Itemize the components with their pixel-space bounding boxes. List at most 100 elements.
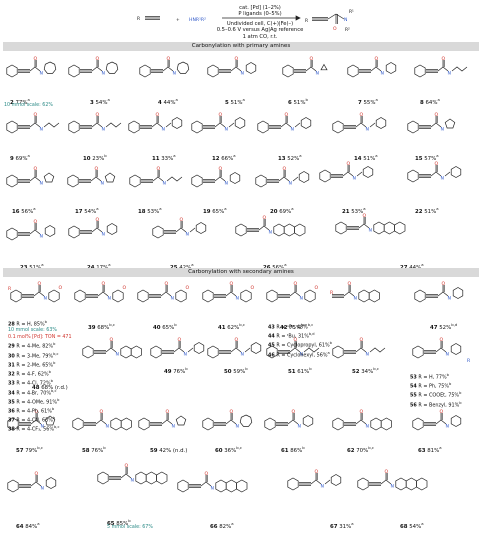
carbonyl-o: O [38, 281, 42, 287]
yield-footnote: b [449, 382, 452, 387]
compound-number: 2 [10, 99, 14, 106]
aryl-ring [235, 223, 247, 237]
compound-yield: 66% [221, 155, 234, 162]
compound-yield: 44% [409, 265, 421, 271]
aryl-ring [6, 227, 18, 241]
compound-number: 9 [10, 155, 14, 162]
yield-footnote: a [363, 206, 366, 211]
compound-13-structure: ON [257, 112, 312, 134]
compound-49-structure: ON [150, 337, 205, 359]
compound-63-structure: ON [412, 409, 462, 431]
yield-footnote: a [233, 153, 236, 158]
carbonyl-o: O [440, 409, 444, 415]
aryl-ring [202, 417, 214, 431]
carbonyl-o: O [360, 112, 364, 118]
compound-42-structure: O N O [266, 281, 319, 303]
compound-label-58: 58 76%b [82, 445, 106, 454]
amine-ring [302, 415, 314, 427]
compound-number: 24 [87, 265, 95, 271]
compound-5-structure: ON [207, 56, 257, 78]
r-series-entry: 30 R = 3-Me, 79%b,c [8, 351, 72, 360]
carbonyl-o: O [230, 281, 234, 287]
yield-footnote: b [174, 322, 177, 327]
compound-number: 23 [20, 265, 28, 271]
morpholine-o: O [59, 285, 63, 291]
fused-ring [283, 223, 295, 237]
potential-text: 0.5–0.6 V versus Ag|Ag reference [216, 27, 304, 34]
r-series-text: R = 3-Me, 79% [16, 353, 54, 360]
carbonyl-o: O [35, 409, 39, 415]
aryl-ring [264, 417, 276, 431]
carbonyl-o: O [110, 337, 114, 343]
compound-label-6: 6 51%b [288, 97, 308, 106]
yield-footnote: a [108, 262, 111, 267]
carbonyl-o: O [292, 409, 296, 415]
amine-ring [239, 414, 253, 427]
yield-note: (n.d.) [171, 447, 188, 454]
carbonyl-o: O [440, 337, 444, 343]
compound-label-9: 9 69%a [10, 153, 30, 162]
amide-n: N [446, 424, 449, 430]
benzyl-ring [300, 117, 312, 129]
amine-ring [43, 172, 55, 183]
yield-footnote: a [41, 262, 44, 267]
compound-label-64: 64 84%a [16, 521, 40, 530]
compound-label-22: 22 51%a [415, 206, 439, 215]
compound-9-structure: ON [6, 112, 60, 134]
compound-53-structure: O N R [412, 337, 471, 364]
compound-40-structure: O N O [137, 281, 190, 303]
amide-n: N [291, 127, 294, 133]
compound-60-structure: ON [202, 409, 253, 431]
benzyl-ring [362, 166, 374, 178]
yield-footnote: b [53, 360, 56, 365]
yield-footnote: b,c [239, 322, 245, 327]
compound-label-67: 67 31%a [330, 521, 354, 530]
amine-ring [452, 287, 464, 299]
morpholine-o: O [186, 285, 190, 291]
amide-n: N [184, 352, 187, 358]
note-ton-28: 0.1 mol% [Pd]: TON = 471 [8, 334, 72, 340]
compound-number: 21 [342, 208, 350, 215]
compound-label-13: 13 52%a [278, 153, 302, 162]
yield-footnote: a [33, 206, 36, 211]
amide-n: N [106, 424, 109, 430]
compound-number: 4 [158, 99, 162, 106]
compound-number: 57 [16, 447, 24, 454]
yield-footnote: b [446, 373, 449, 377]
compound-yield: 54% [95, 99, 108, 106]
compound-21-structure: ON [319, 161, 374, 183]
piperidine-ring [120, 345, 132, 359]
yield-footnote: b,c [109, 322, 115, 327]
yield-footnote: b,c [51, 388, 57, 393]
r-series-text: R = ⁿPr, 48% [276, 324, 308, 331]
carbonyl-o: O [435, 112, 439, 118]
amide-n: N [40, 234, 43, 240]
compound-47-structure: ON [414, 281, 464, 303]
compound-number: 18 [138, 208, 146, 215]
yield-footnote: b [245, 366, 248, 371]
r-series-entry: 31 R = 2-Me, 65%b [8, 360, 72, 369]
compound-number: 7 [358, 99, 362, 106]
compound-26-structure: ON [235, 215, 306, 237]
carbonyl-o: O [96, 112, 100, 118]
yield-footnote: a [436, 206, 439, 211]
benzyl-ring [234, 117, 246, 129]
compound-number: 25 [170, 265, 178, 271]
compound-yield: 86% [290, 447, 303, 454]
amine-ring [450, 343, 462, 355]
compound-12-structure: ON [191, 112, 246, 134]
compound-number: 59 [150, 447, 158, 454]
compound-label-19: 19 65%a [203, 206, 227, 215]
compound-20-structure: ON [255, 166, 310, 188]
carbonyl-o: O [125, 463, 129, 469]
note-10mmol-2: 10 mmol scale: 62% [4, 103, 53, 108]
compound-14-structure: ON [332, 112, 387, 134]
r-substituent: R [8, 286, 12, 292]
compound-number: 43 [268, 324, 275, 331]
yield-footnote: b [459, 391, 462, 396]
compound-19-structure: ON [191, 166, 241, 188]
r-series-text: R = H, 85% [16, 321, 45, 328]
carbonyl-o: O [315, 469, 319, 475]
yield-footnote: a [159, 206, 162, 211]
compound-number: 32 [8, 371, 15, 378]
